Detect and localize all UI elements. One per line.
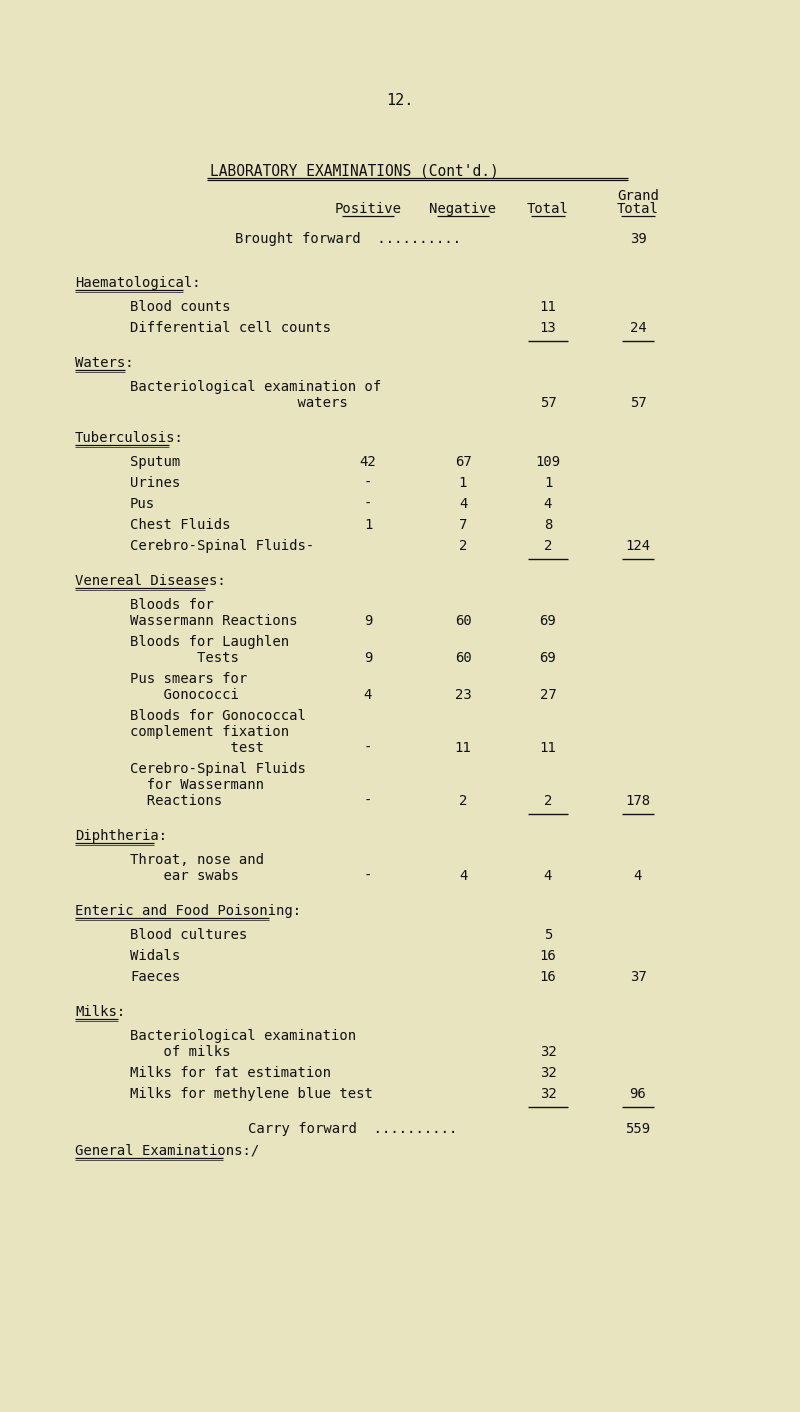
Text: -: - xyxy=(364,497,372,511)
Text: Bloods for Gonococcal: Bloods for Gonococcal xyxy=(130,709,306,723)
Text: 16: 16 xyxy=(540,970,556,984)
Text: Faeces: Faeces xyxy=(130,970,180,984)
Text: Differential cell counts: Differential cell counts xyxy=(130,321,331,335)
Text: Brought forward  ..........: Brought forward .......... xyxy=(235,232,461,246)
Text: 8: 8 xyxy=(544,518,552,532)
Text: Gonococci: Gonococci xyxy=(130,688,239,702)
Text: Bacteriological examination: Bacteriological examination xyxy=(130,1029,356,1043)
Text: 69: 69 xyxy=(540,614,556,628)
Text: Haematological:: Haematological: xyxy=(75,275,201,289)
Text: 42: 42 xyxy=(360,455,376,469)
Text: 9: 9 xyxy=(364,614,372,628)
Text: -: - xyxy=(364,868,372,882)
Text: 39: 39 xyxy=(630,232,646,246)
Text: 9: 9 xyxy=(364,651,372,665)
Text: 57: 57 xyxy=(540,395,556,409)
Text: 1: 1 xyxy=(364,518,372,532)
Text: 57: 57 xyxy=(630,395,646,409)
Text: Total: Total xyxy=(527,202,569,216)
Text: 12.: 12. xyxy=(386,93,414,107)
Text: 178: 178 xyxy=(626,794,650,808)
Text: of milks: of milks xyxy=(130,1045,230,1059)
Text: Urines: Urines xyxy=(130,476,180,490)
Text: Positive: Positive xyxy=(334,202,402,216)
Text: 60: 60 xyxy=(454,651,471,665)
Text: 2: 2 xyxy=(544,794,552,808)
Text: Widals: Widals xyxy=(130,949,180,963)
Text: 1: 1 xyxy=(459,476,467,490)
Text: 13: 13 xyxy=(540,321,556,335)
Text: complement fixation: complement fixation xyxy=(130,724,289,738)
Text: 4: 4 xyxy=(459,497,467,511)
Text: 32: 32 xyxy=(540,1087,556,1101)
Text: 27: 27 xyxy=(540,688,556,702)
Text: Blood cultures: Blood cultures xyxy=(130,928,247,942)
Text: waters: waters xyxy=(130,395,348,409)
Text: 32: 32 xyxy=(540,1066,556,1080)
Text: 124: 124 xyxy=(626,539,650,554)
Text: 2: 2 xyxy=(459,539,467,554)
Text: 4: 4 xyxy=(634,868,642,882)
Text: Bacteriological examination of: Bacteriological examination of xyxy=(130,380,382,394)
Text: Waters:: Waters: xyxy=(75,356,134,370)
Text: 7: 7 xyxy=(459,518,467,532)
Text: Throat, nose and: Throat, nose and xyxy=(130,853,264,867)
Text: 24: 24 xyxy=(630,321,646,335)
Text: 559: 559 xyxy=(626,1123,650,1137)
Text: Tests: Tests xyxy=(130,651,239,665)
Text: test: test xyxy=(130,741,264,755)
Text: 96: 96 xyxy=(630,1087,646,1101)
Text: 23: 23 xyxy=(454,688,471,702)
Text: 5: 5 xyxy=(544,928,552,942)
Text: Negative: Negative xyxy=(430,202,497,216)
Text: 37: 37 xyxy=(630,970,646,984)
Text: Blood counts: Blood counts xyxy=(130,299,230,313)
Text: Diphtheria:: Diphtheria: xyxy=(75,829,167,843)
Text: Sputum: Sputum xyxy=(130,455,180,469)
Text: Pus: Pus xyxy=(130,497,155,511)
Text: ear swabs: ear swabs xyxy=(130,868,239,882)
Text: 2: 2 xyxy=(459,794,467,808)
Text: 2: 2 xyxy=(544,539,552,554)
Text: General Examinations:/: General Examinations:/ xyxy=(75,1144,259,1158)
Text: 32: 32 xyxy=(540,1045,556,1059)
Text: Chest Fluids: Chest Fluids xyxy=(130,518,230,532)
Text: 11: 11 xyxy=(540,741,556,755)
Text: 4: 4 xyxy=(364,688,372,702)
Text: 4: 4 xyxy=(459,868,467,882)
Text: Total: Total xyxy=(617,202,659,216)
Text: Wassermann Reactions: Wassermann Reactions xyxy=(130,614,298,628)
Text: 11: 11 xyxy=(540,299,556,313)
Text: 1: 1 xyxy=(544,476,552,490)
Text: -: - xyxy=(364,476,372,490)
Text: LABORATORY EXAMINATIONS (Cont'd.): LABORATORY EXAMINATIONS (Cont'd.) xyxy=(210,162,498,178)
Text: -: - xyxy=(364,741,372,755)
Text: 67: 67 xyxy=(454,455,471,469)
Text: Pus smears for: Pus smears for xyxy=(130,672,247,686)
Text: Milks:: Milks: xyxy=(75,1005,126,1019)
Text: Bloods for: Bloods for xyxy=(130,599,214,611)
Text: Reactions: Reactions xyxy=(130,794,222,808)
Text: 69: 69 xyxy=(540,651,556,665)
Text: Enteric and Food Poisoning:: Enteric and Food Poisoning: xyxy=(75,904,301,918)
Text: Tuberculosis:: Tuberculosis: xyxy=(75,431,184,445)
Text: 4: 4 xyxy=(544,497,552,511)
Text: Bloods for Laughlen: Bloods for Laughlen xyxy=(130,635,289,650)
Text: 109: 109 xyxy=(535,455,561,469)
Text: Milks for fat estimation: Milks for fat estimation xyxy=(130,1066,331,1080)
Text: Venereal Diseases:: Venereal Diseases: xyxy=(75,575,226,587)
Text: Grand: Grand xyxy=(617,189,659,203)
Text: 4: 4 xyxy=(544,868,552,882)
Text: 16: 16 xyxy=(540,949,556,963)
Text: for Wassermann: for Wassermann xyxy=(130,778,264,792)
Text: -: - xyxy=(364,794,372,808)
Text: Cerebro-Spinal Fluids-: Cerebro-Spinal Fluids- xyxy=(130,539,314,554)
Text: Cerebro-Spinal Fluids: Cerebro-Spinal Fluids xyxy=(130,762,306,777)
Text: Carry forward  ..........: Carry forward .......... xyxy=(248,1123,458,1137)
Text: 60: 60 xyxy=(454,614,471,628)
Text: 11: 11 xyxy=(454,741,471,755)
Text: Milks for methylene blue test: Milks for methylene blue test xyxy=(130,1087,373,1101)
